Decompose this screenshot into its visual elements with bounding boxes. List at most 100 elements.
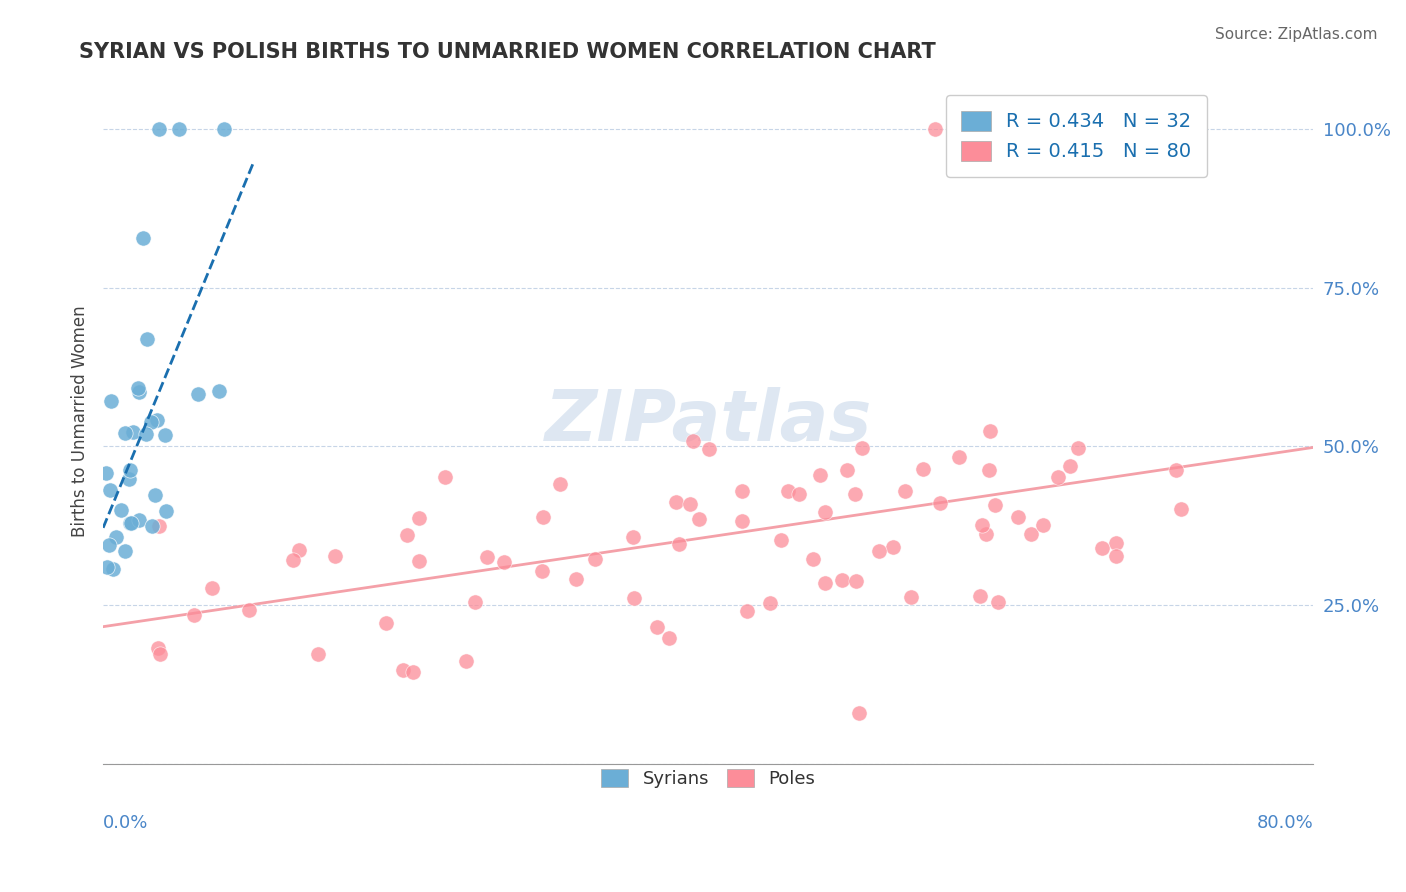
Point [776, 484, 799, 499]
Point [974, 526, 997, 541]
Point [464, 595, 486, 609]
Point [929, 496, 952, 510]
Point [911, 462, 934, 476]
Point [114, 544, 136, 558]
Point [868, 544, 890, 558]
Point [146, 413, 169, 427]
Point [167, 122, 190, 136]
Point [1105, 549, 1128, 563]
Point [979, 424, 1001, 438]
Point [402, 665, 425, 680]
Text: SYRIAN VS POLISH BIRTHS TO UNMARRIED WOMEN CORRELATION CHART: SYRIAN VS POLISH BIRTHS TO UNMARRIED WOM… [79, 42, 935, 62]
Point [148, 640, 170, 655]
Text: ZIPatlas: ZIPatlas [544, 386, 872, 456]
Point [212, 122, 235, 136]
Point [983, 498, 1005, 512]
Point [1059, 458, 1081, 473]
Text: Source: ZipAtlas.com: Source: ZipAtlas.com [1215, 27, 1378, 42]
Point [1091, 541, 1114, 555]
Point [187, 387, 209, 401]
Point [977, 463, 1000, 477]
Point [801, 552, 824, 566]
Point [135, 332, 157, 346]
Point [96, 560, 118, 574]
Point [900, 591, 922, 605]
Point [731, 483, 754, 498]
Point [848, 706, 870, 720]
Point [564, 573, 586, 587]
Point [987, 595, 1010, 609]
Point [454, 654, 477, 668]
Point [882, 540, 904, 554]
Point [894, 484, 917, 499]
Point [395, 528, 418, 542]
Point [408, 511, 430, 525]
Point [548, 477, 571, 491]
Point [283, 553, 305, 567]
Point [494, 555, 516, 569]
Point [1164, 463, 1187, 477]
Point [475, 549, 498, 564]
Point [97, 537, 120, 551]
Point [238, 603, 260, 617]
Point [682, 434, 704, 449]
Point [128, 513, 150, 527]
Point [145, 487, 167, 501]
Legend: Syrians, Poles: Syrians, Poles [586, 755, 830, 803]
Point [155, 503, 177, 517]
Text: 80.0%: 80.0% [1257, 814, 1313, 832]
Point [100, 394, 122, 409]
Point [924, 122, 946, 136]
Point [814, 505, 837, 519]
Point [770, 533, 793, 547]
Point [787, 487, 810, 501]
Point [121, 425, 143, 439]
Point [814, 576, 837, 591]
Point [1181, 122, 1204, 136]
Point [1007, 510, 1029, 524]
Point [665, 494, 688, 508]
Point [531, 510, 554, 524]
Point [969, 589, 991, 603]
Point [1046, 470, 1069, 484]
Y-axis label: Births to Unmarried Women: Births to Unmarried Women [72, 305, 89, 537]
Point [731, 514, 754, 528]
Point [120, 516, 142, 531]
Point [183, 608, 205, 623]
Point [835, 463, 858, 477]
Point [96, 466, 118, 480]
Point [658, 631, 681, 645]
Point [948, 450, 970, 465]
Point [135, 426, 157, 441]
Point [1170, 502, 1192, 516]
Point [288, 543, 311, 558]
Point [139, 415, 162, 429]
Point [128, 385, 150, 400]
Point [1021, 527, 1043, 541]
Point [141, 519, 163, 533]
Point [845, 574, 868, 589]
Point [688, 512, 710, 526]
Point [323, 549, 346, 563]
Point [201, 581, 224, 595]
Text: 0.0%: 0.0% [103, 814, 149, 832]
Point [408, 554, 430, 568]
Point [831, 573, 853, 587]
Point [697, 442, 720, 456]
Point [120, 516, 142, 530]
Point [645, 620, 668, 634]
Point [759, 596, 782, 610]
Point [110, 503, 132, 517]
Point [149, 648, 172, 662]
Point [118, 472, 141, 486]
Point [105, 530, 128, 544]
Point [583, 552, 606, 566]
Point [433, 470, 456, 484]
Point [970, 517, 993, 532]
Point [148, 122, 170, 136]
Point [808, 467, 831, 482]
Point [1105, 535, 1128, 549]
Point [1067, 441, 1090, 455]
Point [153, 427, 176, 442]
Point [668, 537, 690, 551]
